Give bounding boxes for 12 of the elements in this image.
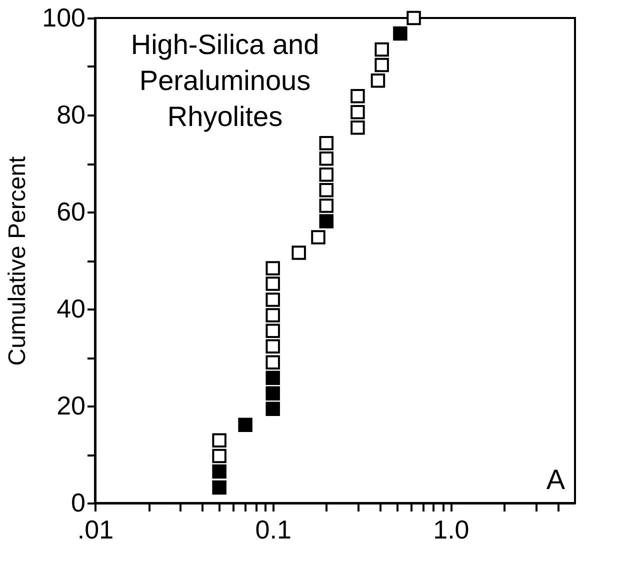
y-axis-title: Cumulative Percent	[4, 156, 32, 366]
y-tick-label: 20	[56, 390, 86, 420]
y-tick-label: 60	[56, 196, 86, 226]
y-tick-label: 80	[56, 100, 86, 130]
x-tick-label: 0.1	[255, 514, 292, 544]
annotation: High-Silica and Peraluminous Rhyolites	[130, 29, 320, 132]
y-tick-label: 100	[42, 2, 86, 32]
y-tick-label: 40	[56, 294, 86, 324]
annotation: A	[546, 464, 566, 495]
x-tick-label: 1.0	[433, 514, 470, 544]
y-tick-label: 0	[71, 488, 86, 518]
x-tick-label: .01	[77, 514, 114, 544]
